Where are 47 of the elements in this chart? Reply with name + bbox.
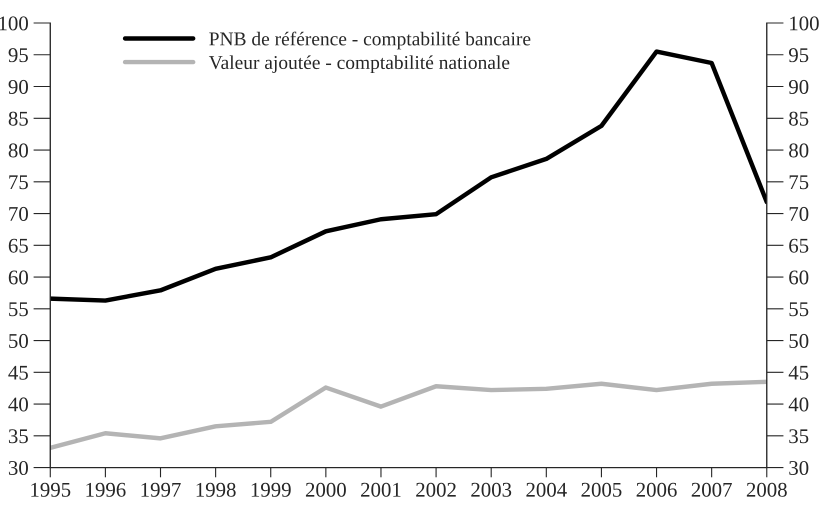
x-tick-label: 2004 (526, 482, 567, 497)
y2-tick-label: 100 (790, 16, 819, 30)
x-tick-label: 2000 (306, 482, 346, 497)
y-tick-label: 45 (8, 366, 28, 380)
y-tick-label: 75 (9, 175, 28, 190)
x-tick-label: 2007 (692, 482, 732, 497)
x-tick-label: 1997 (142, 482, 181, 497)
y-tick-label: 50 (9, 334, 28, 348)
y2-tick-label: 75 (790, 175, 808, 190)
y2-tick-label: 65 (789, 238, 808, 253)
legend-label: Valeur ajoutée - comptabilité nationale (208, 55, 510, 74)
y2-tick-label: 70 (790, 206, 808, 221)
y-tick-label: 95 (8, 48, 28, 62)
y-tick-label: 65 (8, 238, 28, 253)
y-tick-label: 35 (8, 429, 28, 444)
y-tick-label: 90 (8, 80, 28, 94)
x-tick-label: 1999 (252, 482, 291, 497)
y2-tick-label: 30 (789, 460, 808, 475)
line-series (50, 380, 767, 450)
x-tick-label: 1998 (196, 482, 236, 497)
x-tick-label: 2001 (361, 482, 401, 497)
y-tick-label: 85 (8, 112, 28, 126)
x-tick-label: 2008 (746, 482, 787, 497)
y2-tick-label: 80 (789, 143, 808, 158)
y-tick-label: 70 (9, 206, 28, 221)
y2-tick-label: 95 (788, 48, 808, 62)
y2-tick-label: 90 (788, 80, 808, 94)
y-tick-label: 40 (8, 397, 28, 412)
y2-tick-label: 60 (789, 270, 808, 284)
line-series (50, 49, 767, 303)
x-tick-label: 2005 (582, 482, 622, 497)
y-tick-label: 80 (8, 143, 28, 158)
x-tick-label: 2002 (416, 482, 456, 497)
y2-tick-label: 35 (789, 429, 808, 444)
x-tick-label: 2006 (636, 482, 677, 497)
y2-tick-label: 40 (788, 397, 808, 412)
y-tick-label: 30 (8, 460, 28, 475)
y-tick-label: 60 (8, 270, 28, 284)
x-tick-label: 1995 (31, 482, 70, 497)
y2-tick-label: 85 (789, 112, 808, 126)
y2-tick-label: 55 (790, 302, 808, 316)
x-tick-label: 2003 (471, 482, 512, 497)
x-tick-label: 1996 (86, 482, 126, 497)
y2-tick-label: 50 (790, 334, 808, 348)
legend-label: PNB de référence - comptabilité bancaire (209, 32, 530, 50)
y2-tick-label: 45 (788, 366, 808, 380)
y-tick-label: 55 (9, 302, 28, 316)
